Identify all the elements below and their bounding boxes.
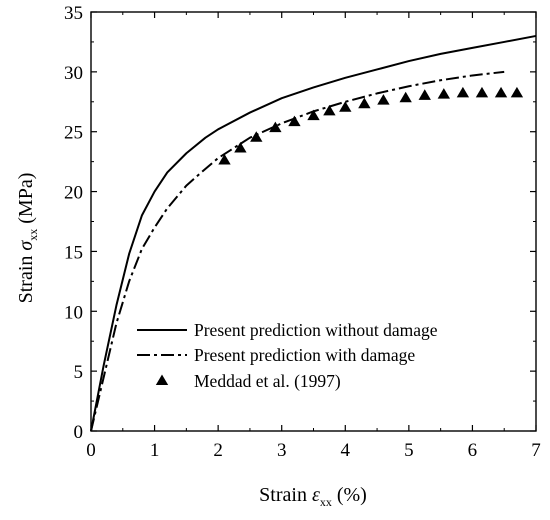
y-tick-label: 10	[64, 302, 83, 323]
legend-label: Meddad et al. (1997)	[194, 371, 341, 391]
plot-layer	[90, 34, 537, 432]
legend-label: Present prediction without damage	[194, 320, 438, 340]
legend: Present prediction without damage Present…	[137, 320, 438, 391]
x-tick-label: 3	[277, 440, 287, 461]
data-point	[437, 88, 450, 99]
legend-marker	[155, 374, 169, 386]
data-point	[234, 141, 247, 153]
data-point	[510, 86, 524, 98]
data-point	[377, 94, 390, 105]
data-point	[218, 153, 231, 165]
x-tick-label: 1	[150, 440, 160, 461]
x-tick-label: 6	[468, 440, 478, 461]
series-2	[90, 70, 505, 432]
series-line	[90, 70, 505, 432]
data-point	[323, 104, 336, 116]
x-axis-title: Strain εxx (%)	[259, 484, 367, 509]
data-point	[269, 121, 282, 133]
y-tick-label: 35	[64, 3, 83, 24]
data-point	[456, 86, 470, 98]
x-tick-label: 0	[86, 440, 96, 461]
data-point	[307, 109, 320, 121]
data-point	[399, 91, 412, 103]
data-point	[358, 97, 371, 109]
data-point	[475, 86, 489, 98]
series-1	[90, 34, 537, 432]
series-line	[90, 34, 537, 432]
x-tick-label: 7	[531, 440, 541, 461]
data-point	[494, 86, 508, 98]
data-point	[418, 89, 431, 100]
y-axis-title: Strain σxx (MPa)	[15, 173, 40, 304]
plot-frame	[90, 11, 537, 432]
legend-label: Present prediction with damage	[194, 345, 415, 365]
data-point	[339, 101, 352, 112]
x-tick-label: 2	[213, 440, 223, 461]
y-tick-label: 30	[64, 63, 83, 84]
x-tick-label: 4	[341, 440, 351, 461]
data-point	[250, 131, 263, 142]
data-point	[288, 115, 301, 127]
y-tick-label: 20	[64, 183, 83, 204]
y-tick-label: 15	[64, 242, 83, 263]
y-tick-label: 0	[74, 422, 84, 443]
tick-layer: 0 1 2 3 4 5 6 7 0 5 10 15 20 25 30 35	[64, 3, 541, 461]
series-3	[218, 86, 524, 165]
x-tick-label: 5	[404, 440, 414, 461]
y-tick-label: 5	[74, 362, 84, 383]
y-tick-label: 25	[64, 123, 83, 144]
